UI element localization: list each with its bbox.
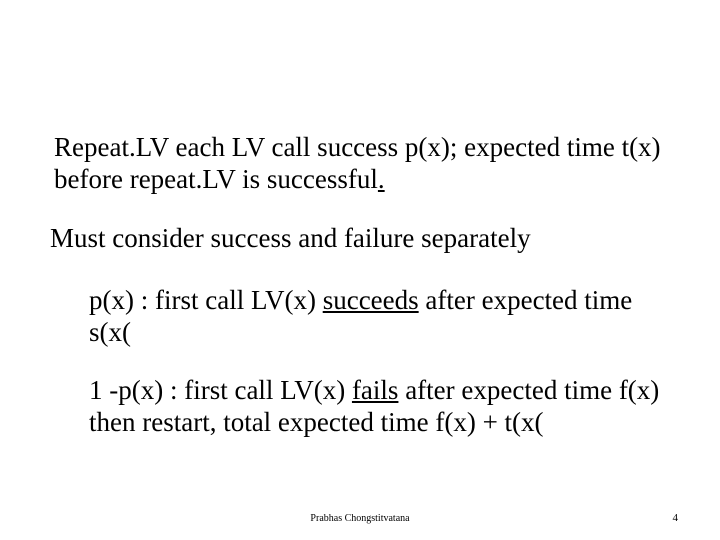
footer-author: Prabhas Chongstitvatana [0,513,720,524]
text: 1 -p(x) : first call LV(x) [89,375,352,405]
text: p(x) : first call LV(x) [89,285,323,315]
slide: Repeat.LV each LV call success p(x); exp… [0,0,720,540]
paragraph-4: 1 -p(x) : first call LV(x) fails after e… [89,375,669,439]
paragraph-3: p(x) : first call LV(x) succeeds after e… [89,285,664,349]
paragraph-2: Must consider success and failure separa… [50,223,670,255]
paragraph-1: Repeat.LV each LV call success p(x); exp… [54,132,664,196]
text: Must consider success and failure separa… [50,223,531,253]
text-underlined-fails: fails [352,375,399,405]
footer-page-number: 4 [673,512,679,524]
text-underlined-dot: . [378,164,385,194]
text: Repeat.LV each LV call success p(x); exp… [54,132,661,194]
text-underlined-succeeds: succeeds [323,285,419,315]
